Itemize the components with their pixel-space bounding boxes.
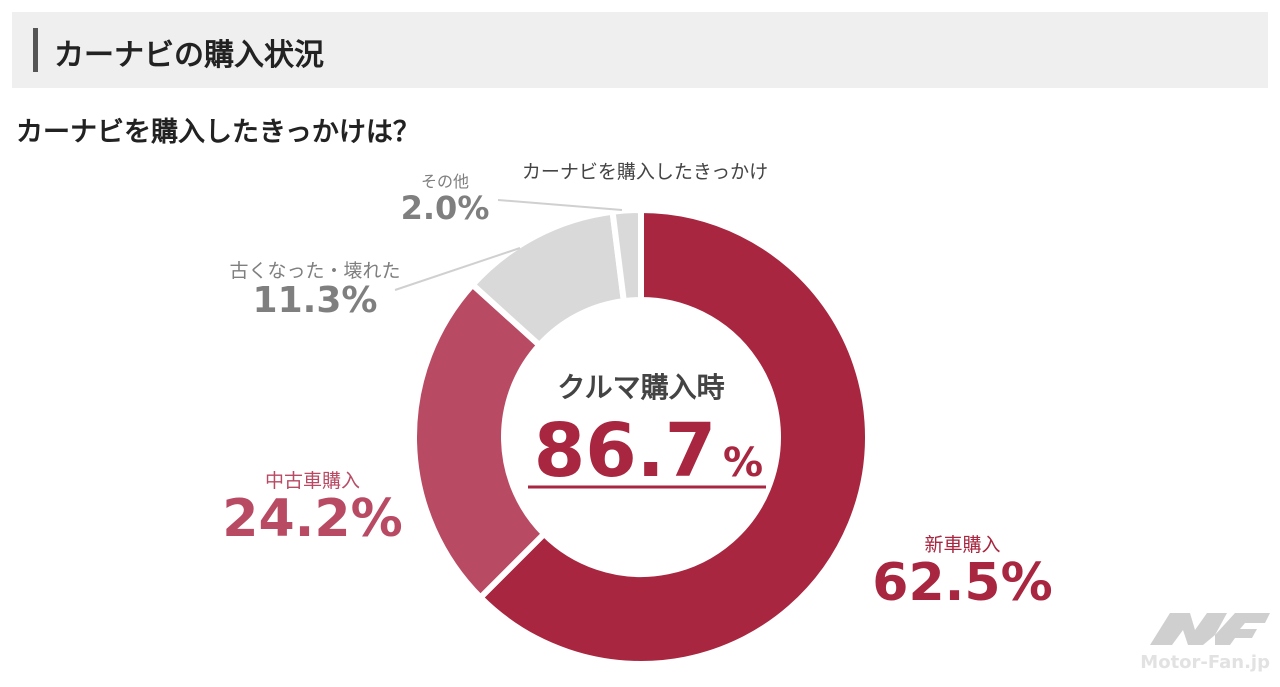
logo-text: Motor-Fan.jp [1140,652,1270,673]
category-label: 中古車購入 [264,470,360,492]
question-title: カーナビを購入したきっかけは？ [16,117,420,148]
value-label: 2.0% [400,189,490,227]
donut-slice-0 [476,206,871,667]
mf-logo-mark [1150,613,1270,645]
section-header: カーナビの購入状況 [12,12,1268,88]
category-label: 古くなった・壊れた [229,260,401,282]
donut-slice-1 [411,280,549,602]
center-label: クルマ購入時 [557,371,724,404]
label-old: 古くなった・壊れた 11.3% [225,256,405,319]
category-label: その他 [420,172,469,191]
value-label: 62.5% [872,553,1053,613]
center-unit: % [723,440,763,486]
leader-line-other [497,199,623,211]
label-other: その他 2.0% [390,168,500,224]
leader-line-old [394,247,521,291]
value-label: 11.3% [252,280,378,321]
label-used: 中古車購入 24.2% [205,466,420,545]
motor-fan-logo: Motor-Fan.jp [1135,605,1270,673]
chart-title: カーナビを購入したきっかけ [522,161,768,183]
donut-slice-3 [609,206,644,305]
category-label: 新車購入 [924,534,1001,556]
page-title: カーナビの購入状況 [54,38,324,73]
label-new: 新車購入 62.5% [855,530,1070,609]
center-value: 86.7 [534,408,717,494]
header-accent-bar [33,28,38,72]
value-label: 24.2% [222,489,403,549]
